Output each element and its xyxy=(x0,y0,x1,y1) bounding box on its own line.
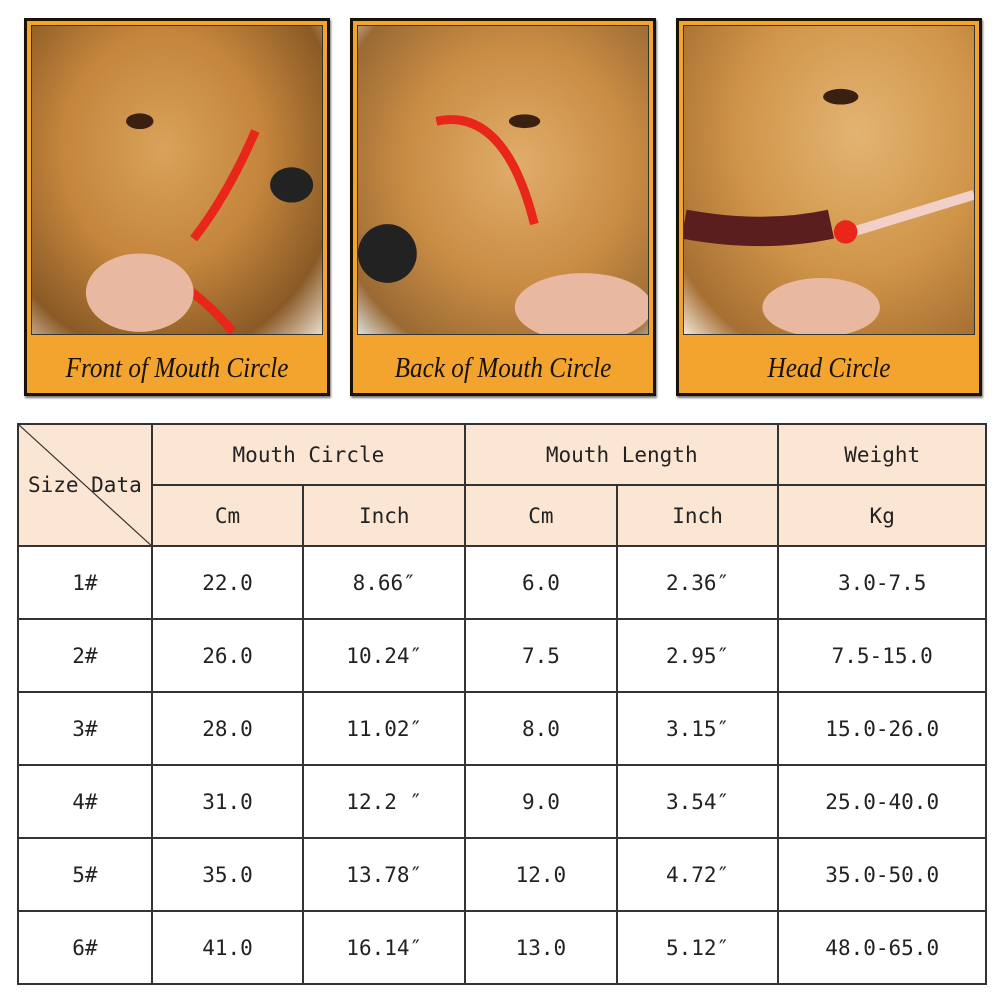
value-cell: 8.66″ xyxy=(302,545,467,620)
group-header: Mouth Length xyxy=(464,423,780,486)
value-cell: 35.0 xyxy=(150,837,305,912)
value-cell: 26.0 xyxy=(150,618,305,693)
size-cell: 2# xyxy=(17,618,153,693)
value-cell: 2.95″ xyxy=(615,618,780,693)
unit-header: Inch xyxy=(615,484,780,547)
table-row: 5# 35.0 13.78″ 12.0 4.72″ 35.0-50.0 xyxy=(17,837,987,912)
caption: Back of Mouth Circle xyxy=(394,353,612,384)
value-cell: 8.0 xyxy=(464,691,618,766)
value-cell: 6.0 xyxy=(464,545,618,620)
value-cell: 13.0 xyxy=(464,910,618,985)
value-cell: 16.14″ xyxy=(302,910,467,985)
dog-head-photo xyxy=(683,25,975,335)
value-cell: 4.72″ xyxy=(615,837,780,912)
table-row: 4# 31.0 12.2 ″ 9.0 3.54″ 25.0-40.0 xyxy=(17,764,987,839)
panel-head: Head Circle xyxy=(676,18,982,396)
table-row: 1# 22.0 8.66″ 6.0 2.36″ 3.0-7.5 xyxy=(17,545,987,620)
size-cell: 3# xyxy=(17,691,153,766)
unit-header: Inch xyxy=(302,484,467,547)
value-cell: 11.02″ xyxy=(302,691,467,766)
unit-header: Cm xyxy=(464,484,618,547)
value-cell: 48.0-65.0 xyxy=(777,910,987,985)
size-cell: 1# xyxy=(17,545,153,620)
group-header: Mouth Circle xyxy=(150,423,467,486)
value-cell: 12.2 ″ xyxy=(302,764,467,839)
corner-label: Size Data xyxy=(27,473,142,497)
unit-header: Cm xyxy=(150,484,305,547)
value-cell: 2.36″ xyxy=(615,545,780,620)
value-cell: 3.54″ xyxy=(615,764,780,839)
size-cell: 5# xyxy=(17,837,153,912)
panel-back-mouth: Back of Mouth Circle xyxy=(350,18,656,396)
panel-front-mouth: Front of Mouth Circle xyxy=(24,18,330,396)
value-cell: 25.0-40.0 xyxy=(777,764,987,839)
value-cell: 13.78″ xyxy=(302,837,467,912)
value-cell: 7.5-15.0 xyxy=(777,618,987,693)
value-cell: 41.0 xyxy=(150,910,305,985)
value-cell: 7.5 xyxy=(464,618,618,693)
table-row: 6# 41.0 16.14″ 13.0 5.12″ 48.0-65.0 xyxy=(17,910,987,985)
caption: Front of Mouth Circle xyxy=(65,353,289,384)
value-cell: 22.0 xyxy=(150,545,305,620)
size-cell: 6# xyxy=(17,910,153,985)
group-header: Weight xyxy=(777,423,987,486)
dog-front-mouth-photo xyxy=(31,25,323,335)
caption: Head Circle xyxy=(767,353,891,384)
unit-header: Kg xyxy=(777,484,987,547)
value-cell: 9.0 xyxy=(464,764,618,839)
size-table: Size Data Mouth Circle Mouth Length Weig… xyxy=(17,423,987,985)
dog-back-mouth-photo xyxy=(357,25,649,335)
value-cell: 3.15″ xyxy=(615,691,780,766)
value-cell: 10.24″ xyxy=(302,618,467,693)
table-row: 2# 26.0 10.24″ 7.5 2.95″ 7.5-15.0 xyxy=(17,618,987,693)
value-cell: 5.12″ xyxy=(615,910,780,985)
corner-header: Size Data xyxy=(17,423,153,547)
size-cell: 4# xyxy=(17,764,153,839)
value-cell: 35.0-50.0 xyxy=(777,837,987,912)
table-row: 3# 28.0 11.02″ 8.0 3.15″ 15.0-26.0 xyxy=(17,691,987,766)
value-cell: 3.0-7.5 xyxy=(777,545,987,620)
value-cell: 31.0 xyxy=(150,764,305,839)
value-cell: 12.0 xyxy=(464,837,618,912)
value-cell: 15.0-26.0 xyxy=(777,691,987,766)
value-cell: 28.0 xyxy=(150,691,305,766)
